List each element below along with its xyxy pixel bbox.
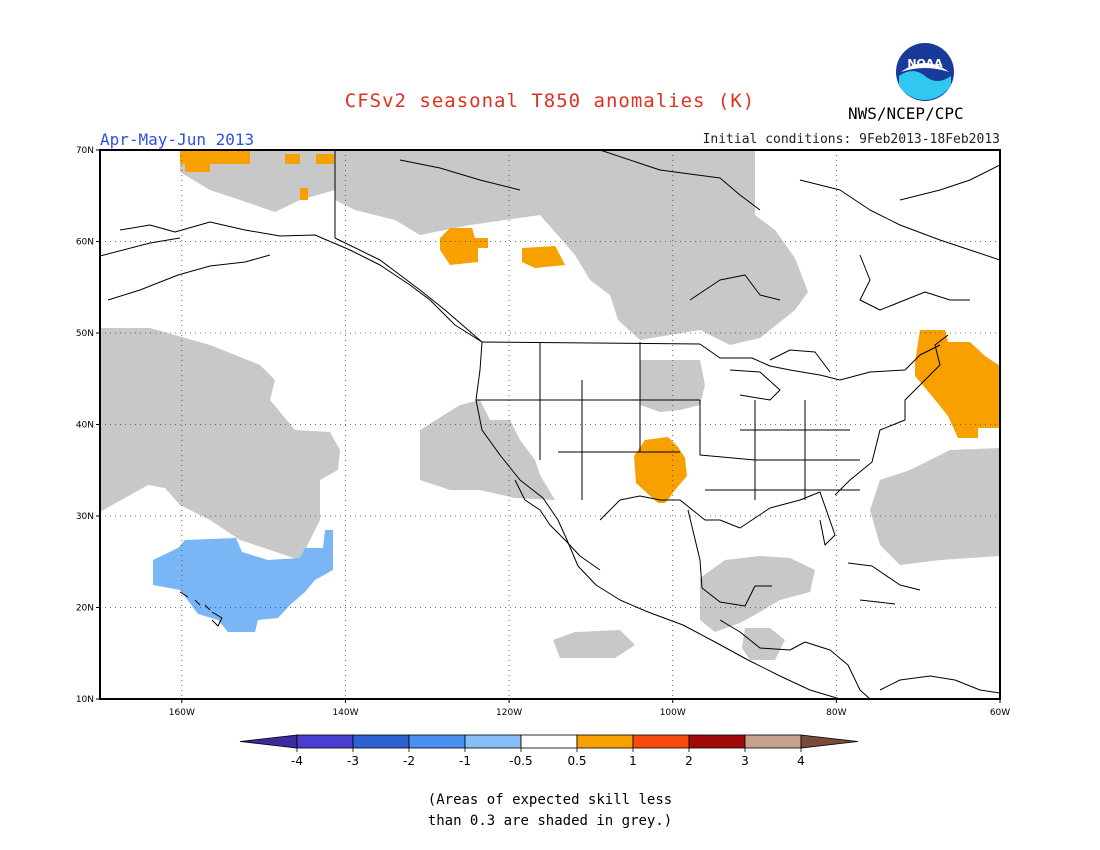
coastline-segment [514,479,601,571]
noaa-logo: NOAA [896,43,954,101]
colorbar-label: 1 [629,754,637,768]
low-skill-region [335,150,808,345]
skill-note-line-2: than 0.3 are shaded in grey.) [427,813,673,829]
coastline-segment [599,495,741,529]
coastline-segment [847,562,921,591]
colorbar-swatch [352,734,410,749]
colorbar-label: 3 [741,754,749,768]
low-skill-region [180,150,335,212]
lon-label: 60W [990,708,1010,718]
colorbar-label: -1 [459,754,471,768]
warm-anomaly-region [300,188,308,200]
coastline-segment [859,599,896,605]
coastline-segment [399,159,521,191]
colorbar-swatch [520,734,578,749]
lat-label: 70N [76,146,94,156]
low-skill-region [700,556,815,632]
forecast-period: Apr-May-Jun 2013 [100,130,255,149]
colorbar-swatch [576,734,634,749]
coastline-segment [194,599,201,606]
coastline-segment [599,150,761,211]
warm-anomaly-region [285,154,300,164]
lat-label: 50N [76,329,94,339]
colorbar-right-arrow [800,734,859,749]
lat-label: 60N [76,238,94,248]
lat-label: 10N [76,695,94,705]
map-title: CFSv2 seasonal T850 anomalies (K) [344,90,756,112]
colorbar-swatch [744,734,802,749]
lon-label: 80W [826,708,846,718]
anomaly-layer [100,150,1000,660]
colorbar-label: -4 [291,754,303,768]
lon-label: 100W [660,708,686,718]
coastline-segment [769,349,831,373]
coastline-segment [211,611,223,627]
skill-note-line-1: (Areas of expected skill less [427,792,673,808]
colorbar-swatch [408,734,466,749]
lat-label: 20N [76,604,94,614]
warm-anomaly-region [915,330,1000,438]
warm-anomaly-region [180,150,250,172]
lon-label: 120W [496,708,522,718]
lon-label: 160W [169,708,195,718]
coastline-segment [687,509,772,607]
coastline-segment [799,179,1000,261]
colorbar-label: -3 [347,754,359,768]
colorbar-swatch [632,734,690,749]
colorbar-label: -0.5 [509,754,532,768]
colorbar: -4 -3 -2 -1 -0.5 0.5 1 2 3 4 [239,734,859,768]
coastlines [100,150,1000,699]
colorbar-swatch [296,734,354,749]
coastline-segment [804,641,871,699]
colorbar-label: 0.5 [567,754,586,768]
coastline-segment [699,400,756,461]
low-skill-region [420,400,555,500]
coastline-segment [879,675,1000,694]
svg-text:NOAA: NOAA [907,57,943,70]
coastline-segment [899,164,1000,201]
coastline-segment [719,619,806,651]
coastline-segment [839,344,941,381]
lat-label: 30N [76,512,94,522]
coastline-segment [729,369,781,401]
warm-anomaly-region [522,246,565,268]
colorbar-label: 4 [797,754,805,768]
warm-anomaly-region [316,154,334,164]
warm-anomaly-region [440,228,488,265]
low-skill-region [742,628,785,660]
coastline-segment [481,341,701,345]
skill-note: (Areas of expected skill less than 0.3 a… [0,790,1100,832]
coastline-segment [119,221,841,699]
colorbar-label: 2 [685,754,693,768]
colorbar-swatch [464,734,522,749]
coastline-segment [699,343,841,381]
lon-label: 140W [332,708,358,718]
cool-anomaly-region [153,530,333,632]
warm-anomaly-region [634,437,687,503]
coastline-segment [334,237,483,343]
low-skill-region [870,448,1000,565]
colorbar-swatch [688,734,746,749]
colorbar-label: -2 [403,754,415,768]
coastline-segment [689,274,781,301]
coastline-segment [859,254,970,311]
organization-label: NWS/NCEP/CPC [848,104,964,123]
coastline-segment [100,237,181,257]
coastline-segment [204,604,211,611]
initial-conditions: Initial conditions: 9Feb2013-18Feb2013 [702,132,1000,147]
lat-label: 40N [76,421,94,431]
low-skill-region [100,328,340,560]
coastline-segment [739,491,836,546]
colorbar-left-arrow [239,734,298,749]
low-skill-region [553,630,635,658]
coastline-segment [107,254,271,301]
coastline-segment [179,591,189,598]
coastline-segment [834,334,949,496]
graticule [100,150,1000,699]
